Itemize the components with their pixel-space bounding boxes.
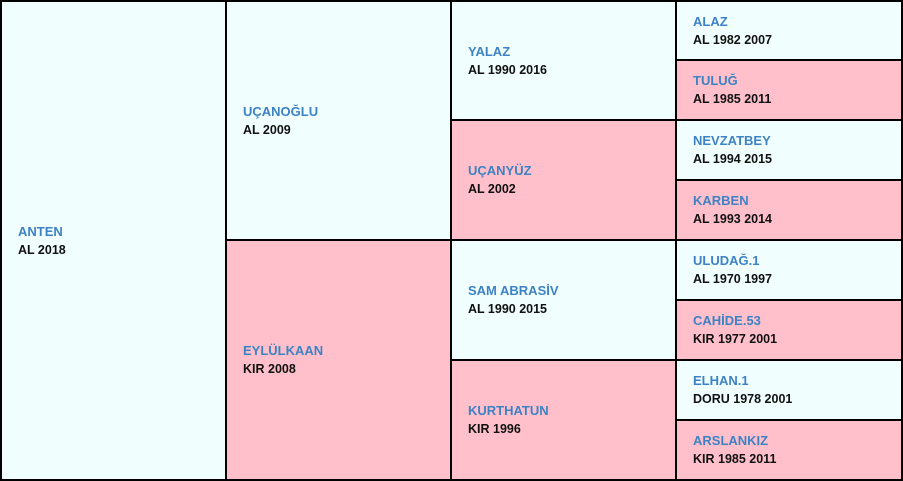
ancestor-cell: NEVZATBEY AL 1994 2015 xyxy=(677,121,901,179)
horse-name-link[interactable]: KURTHATUN xyxy=(468,403,549,418)
ancestor-cell: ARSLANKIZ KIR 1985 2011 xyxy=(677,421,901,479)
dam-dam-cell: KURTHATUN KIR 1996 xyxy=(452,361,675,479)
ancestor-cell: ELHAN.1 DORU 1978 2001 xyxy=(677,361,901,419)
horse-info: KIR 1996 xyxy=(468,422,521,436)
horse-info: AL 2009 xyxy=(243,122,291,137)
ancestor-cell: TULUĞ AL 1985 2011 xyxy=(677,61,901,119)
horse-name-link[interactable]: SAM ABRASİV xyxy=(468,283,559,298)
dam-cell: EYLÜLKAAN KIR 2008 xyxy=(227,241,450,479)
horse-info: AL 1990 2016 xyxy=(468,62,547,77)
horse-info: AL 1970 1997 xyxy=(693,272,772,286)
horse-name-link[interactable]: UÇANYÜZ xyxy=(468,163,532,178)
ancestor-cell: CAHİDE.53 KIR 1977 2001 xyxy=(677,301,901,359)
horse-info: AL 2018 xyxy=(18,242,66,257)
ancestor-cell: KARBEN AL 1993 2014 xyxy=(677,181,901,239)
horse-name-link[interactable]: ARSLANKIZ xyxy=(693,433,769,448)
horse-info: DORU 1978 2001 xyxy=(693,392,793,406)
ancestor-cell: ALAZ AL 1982 2007 xyxy=(677,2,901,59)
horse-info: AL 1985 2011 xyxy=(693,92,772,106)
horse-info: AL 1990 2015 xyxy=(468,302,547,316)
horse-info: AL 1982 2007 xyxy=(693,32,772,47)
horse-name-link[interactable]: UÇANOĞLU xyxy=(243,103,319,119)
horse-name-link[interactable]: KARBEN xyxy=(693,193,749,208)
horse-name-link[interactable]: ALAZ xyxy=(693,13,728,29)
dam-sire-cell: SAM ABRASİV AL 1990 2015 xyxy=(452,241,675,359)
horse-name-link[interactable]: YALAZ xyxy=(468,43,511,59)
horse-info: KIR 1985 2011 xyxy=(693,452,777,466)
horse-name-link[interactable]: ELHAN.1 xyxy=(693,373,749,388)
horse-name-link[interactable]: ULUDAĞ.1 xyxy=(693,253,760,268)
horse-info: KIR 2008 xyxy=(243,362,296,376)
horse-name-link[interactable]: TULUĞ xyxy=(693,73,738,88)
horse-info: AL 1994 2015 xyxy=(693,152,772,166)
sire-sire-cell: YALAZ AL 1990 2016 xyxy=(452,2,675,119)
horse-name-link[interactable]: NEVZATBEY xyxy=(693,133,771,148)
subject-cell: ANTEN AL 2018 xyxy=(2,2,225,479)
horse-info: AL 2002 xyxy=(468,182,516,196)
horse-info: KIR 1977 2001 xyxy=(693,332,778,346)
sire-dam-cell: UÇANYÜZ AL 2002 xyxy=(452,121,675,239)
ancestor-cell: ULUDAĞ.1 AL 1970 1997 xyxy=(677,241,901,299)
sire-cell: UÇANOĞLU AL 2009 xyxy=(227,2,450,239)
horse-name-link[interactable]: ANTEN xyxy=(18,223,63,239)
horse-name-link[interactable]: EYLÜLKAAN xyxy=(243,343,324,358)
horse-name-link[interactable]: CAHİDE.53 xyxy=(693,313,761,328)
horse-info: AL 1993 2014 xyxy=(693,212,772,226)
